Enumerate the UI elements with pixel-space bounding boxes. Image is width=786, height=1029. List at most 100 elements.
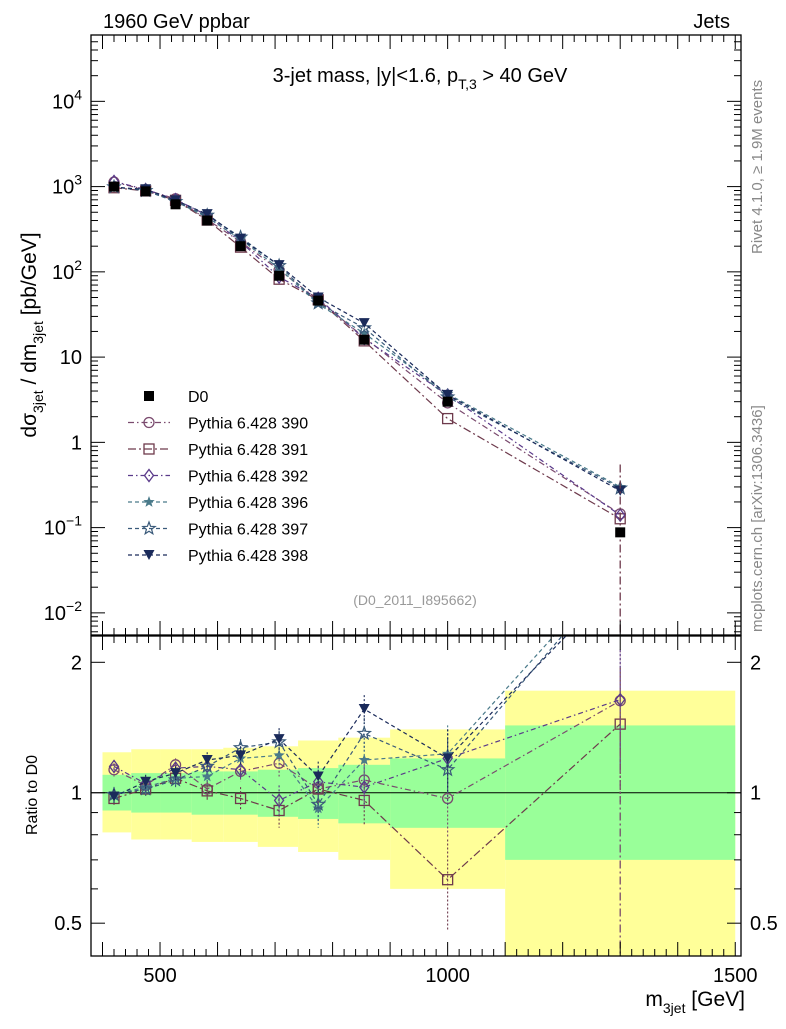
ratio-point-s398-4 xyxy=(235,750,247,761)
ratio-point-s397-3 xyxy=(199,758,216,774)
header-right: Jets xyxy=(693,11,730,33)
ratio-line-s390 xyxy=(113,700,621,800)
x-tick-label: 1500 xyxy=(713,965,758,987)
legend-label-s398: Pythia 6.428 398 xyxy=(188,548,308,565)
band-inner-5 xyxy=(257,769,299,817)
legend-marker-s391 xyxy=(143,443,155,455)
data-point-2 xyxy=(170,199,181,210)
main-frame xyxy=(90,34,742,636)
analysis-id: (D0_2011_I895662) xyxy=(353,592,477,608)
main-point-s398-9 xyxy=(614,485,626,496)
legend-marker-s390 xyxy=(143,416,155,429)
main-line-s390 xyxy=(113,181,621,515)
main-point-s396-7 xyxy=(358,327,370,339)
main-point-s392-9 xyxy=(614,508,626,523)
x-axis-label: m3jet [GeV] xyxy=(645,988,745,1016)
ratio-point-s391-3 xyxy=(201,785,213,797)
data-point-6 xyxy=(313,295,324,306)
ratio-point-s392-9 xyxy=(614,692,626,707)
ratio-line-s392 xyxy=(113,699,621,802)
ratio-point-s390-5 xyxy=(273,757,285,769)
data-point-8 xyxy=(442,396,453,407)
ratio-y-tick-label: 2 xyxy=(71,652,82,674)
x-tick-label: 1000 xyxy=(425,965,470,987)
y-tick-label: 10 xyxy=(60,347,82,369)
legend-marker-s396 xyxy=(143,496,155,507)
main-point-s398-5 xyxy=(273,260,285,271)
ratio-point-s392-0 xyxy=(108,759,120,774)
y-tick-label: 104 xyxy=(52,86,82,113)
ratio-point-s398-5 xyxy=(273,734,285,745)
legend-marker-s398 xyxy=(143,550,155,560)
legend-label-data: D0 xyxy=(188,389,209,406)
ratio-point-s397-6 xyxy=(310,796,327,812)
ratio-line-s398 xyxy=(113,636,567,798)
main-line-s398 xyxy=(113,186,621,492)
ratio-point-s398-0 xyxy=(108,791,120,802)
x-tick-label: 500 xyxy=(143,965,176,987)
legend-label-s397: Pythia 6.428 397 xyxy=(188,522,308,539)
main-line-s396 xyxy=(113,186,621,488)
ratio-point-s396-3 xyxy=(201,770,213,782)
side-label-bottom: mcplots.cern.ch [arXiv:1306.3436] xyxy=(749,405,766,632)
main-point-s391-8 xyxy=(441,412,454,425)
y-tick-label: 103 xyxy=(52,172,82,199)
ratio-y-tick-label-right: 2 xyxy=(750,652,761,674)
data-point-3 xyxy=(202,215,213,226)
main-series-group xyxy=(106,174,629,635)
ratio-line-s391 xyxy=(113,723,621,881)
legend: D0 Pythia 6.428 390 Pythia 6.428 391 Pythia… xyxy=(128,389,308,565)
ratio-point-s397-8 xyxy=(439,761,456,777)
ratio-y-tick-label-right: 0.5 xyxy=(750,913,778,935)
legend-label-s391: Pythia 6.428 391 xyxy=(188,442,308,459)
main-point-s398-3 xyxy=(201,209,213,220)
ratio-point-s396-5 xyxy=(273,749,285,761)
y-tick-label: 10−2 xyxy=(44,598,82,625)
legend-marker-s397 xyxy=(141,520,157,536)
ratio-point-s392-7 xyxy=(358,780,370,795)
ratio-point-s391-8 xyxy=(441,874,454,886)
data-point-4 xyxy=(235,241,246,252)
legend-marker-data xyxy=(144,391,154,401)
y-tick-label: 1 xyxy=(71,432,82,454)
main-point-s397-7 xyxy=(356,319,373,335)
main-line-s391 xyxy=(113,187,621,520)
ratio-point-s396-7 xyxy=(358,754,370,765)
y-tick-label: 102 xyxy=(52,257,82,284)
ratio-point-s396-8 xyxy=(441,747,454,759)
main-point-s398-7 xyxy=(358,318,370,329)
data-point-9 xyxy=(615,527,626,538)
ratio-point-s397-1 xyxy=(137,780,154,796)
y-tick-label: 10−1 xyxy=(44,513,82,540)
legend-label-s390: Pythia 6.428 390 xyxy=(188,416,308,433)
plot-title: 3-jet mass, |y|<1.6, pT,3 > 40 GeV xyxy=(273,65,568,92)
ratio-line-s397 xyxy=(113,636,563,806)
ratio-y-tick-label: 1 xyxy=(71,783,82,805)
data-point-7 xyxy=(359,334,370,345)
axes-group: 500 1000 1500 10−2 10−1 1 10 102 103 104 0.5 0.5 1 1 2… xyxy=(44,34,778,987)
ratio-point-s398-7 xyxy=(358,704,370,715)
ratio-series-group xyxy=(106,636,626,956)
ratio-y-tick-label: 0.5 xyxy=(54,913,82,935)
ratio-point-s398-3 xyxy=(201,755,213,766)
main-y-axis-label: dσ3jet / dm3jet [pb/GeV] xyxy=(18,232,46,437)
data-point-0 xyxy=(109,181,120,192)
legend-marker-s392 xyxy=(143,468,155,483)
data-point-5 xyxy=(274,270,285,281)
ratio-point-s398-2 xyxy=(170,768,182,779)
legend-label-s396: Pythia 6.428 396 xyxy=(188,495,308,512)
ratio-point-s392-5 xyxy=(273,793,285,808)
ratio-point-s397-2 xyxy=(167,771,184,787)
ratio-point-s391-4 xyxy=(234,792,247,805)
ratio-point-s398-6 xyxy=(312,771,324,782)
ratio-point-s398-8 xyxy=(442,753,454,764)
data-point-1 xyxy=(140,186,151,197)
main-point-s398-4 xyxy=(235,233,247,244)
ratio-point-s398-1 xyxy=(140,776,152,787)
ratio-line-s396 xyxy=(113,636,555,810)
legend-label-s392: Pythia 6.428 392 xyxy=(188,469,308,486)
ratio-frame xyxy=(90,635,742,957)
main-point-s398-8 xyxy=(442,389,454,400)
